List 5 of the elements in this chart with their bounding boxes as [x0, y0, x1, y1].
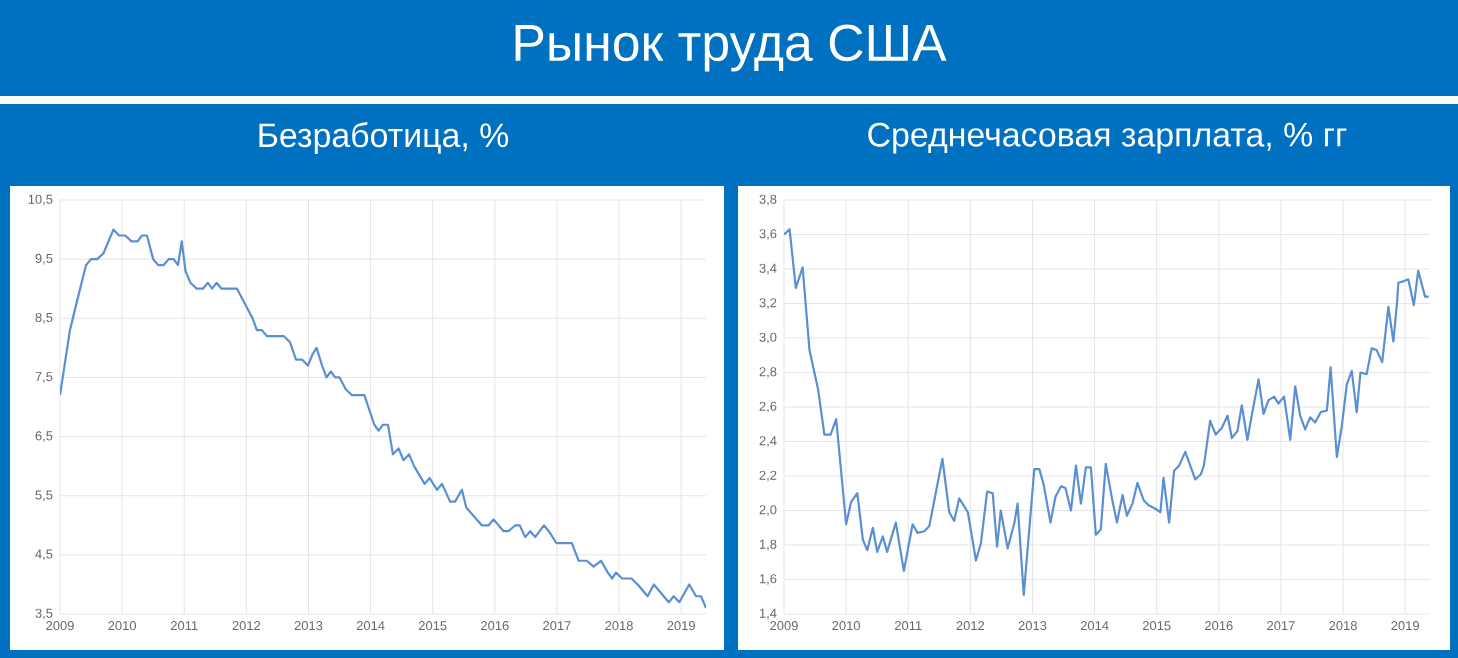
line-series [784, 228, 1430, 597]
chart-title: Безработица, % [259, 122, 509, 154]
chart-title: Среднечасовая зарплата, % гг [868, 122, 1347, 154]
text: Рынок труда США [515, 24, 947, 72]
line-series [60, 228, 707, 610]
